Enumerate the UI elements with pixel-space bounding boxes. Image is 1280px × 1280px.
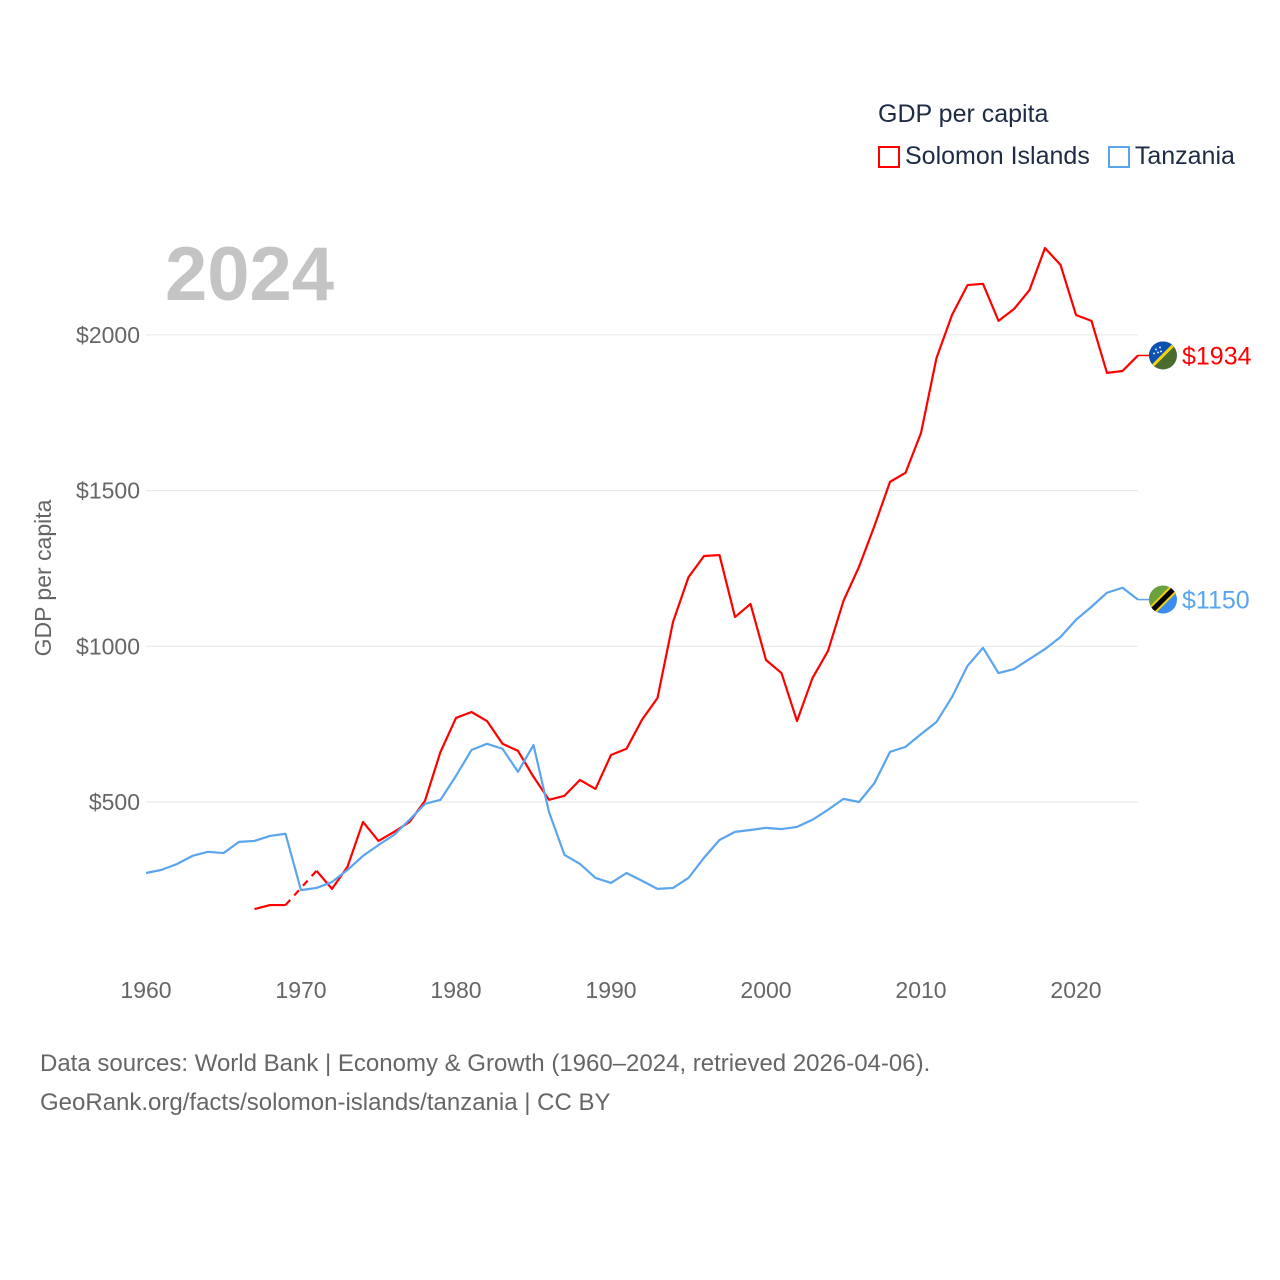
x-tick-label: 2020: [1050, 977, 1101, 1003]
y-axis-label: GDP per capita: [30, 499, 56, 656]
series-line-solomon-islands: [315, 246, 1139, 890]
footer: Data sources: World Bank | Economy & Gro…: [40, 1044, 930, 1122]
solomon-islands-flag-icon: [1149, 341, 1177, 370]
end-value-label: $1150: [1182, 587, 1250, 615]
y-tick-label: $500: [89, 789, 140, 815]
series-line-tanzania: [145, 586, 1139, 892]
x-tick-label: 1960: [120, 977, 171, 1003]
series-line-solomon-islands: [254, 903, 286, 911]
legend-label: Solomon Islands: [905, 142, 1090, 170]
legend-swatch: [878, 145, 900, 168]
x-tick-label: 1980: [430, 977, 481, 1003]
y-tick-label: $1500: [76, 478, 140, 504]
source-link[interactable]: GeoRank.org/facts/solomon-islands/tanzan…: [40, 1089, 611, 1116]
x-tick-label: 1990: [585, 977, 636, 1003]
y-tick-label: $2000: [76, 322, 140, 348]
legend-label: Tanzania: [1134, 142, 1235, 170]
y-tick-label: $1000: [76, 633, 140, 659]
tanzania-flag-icon: [1149, 585, 1177, 614]
legend-item-solomon-islands[interactable]: Solomon Islands: [878, 142, 1090, 171]
legend: Solomon Islands Tanzania: [878, 142, 1235, 171]
data-sources-text: Data sources: World Bank | Economy & Gro…: [40, 1050, 931, 1077]
legend-title: GDP per capita: [878, 100, 1049, 128]
legend-item-tanzania[interactable]: Tanzania: [1107, 142, 1235, 171]
end-value-label: $1934: [1182, 342, 1252, 370]
legend-swatch: [1107, 145, 1130, 168]
x-tick-label: 2010: [895, 977, 946, 1003]
year-watermark: 2024: [165, 232, 334, 317]
x-tick-label: 1970: [275, 977, 326, 1003]
x-tick-label: 2000: [740, 977, 791, 1003]
